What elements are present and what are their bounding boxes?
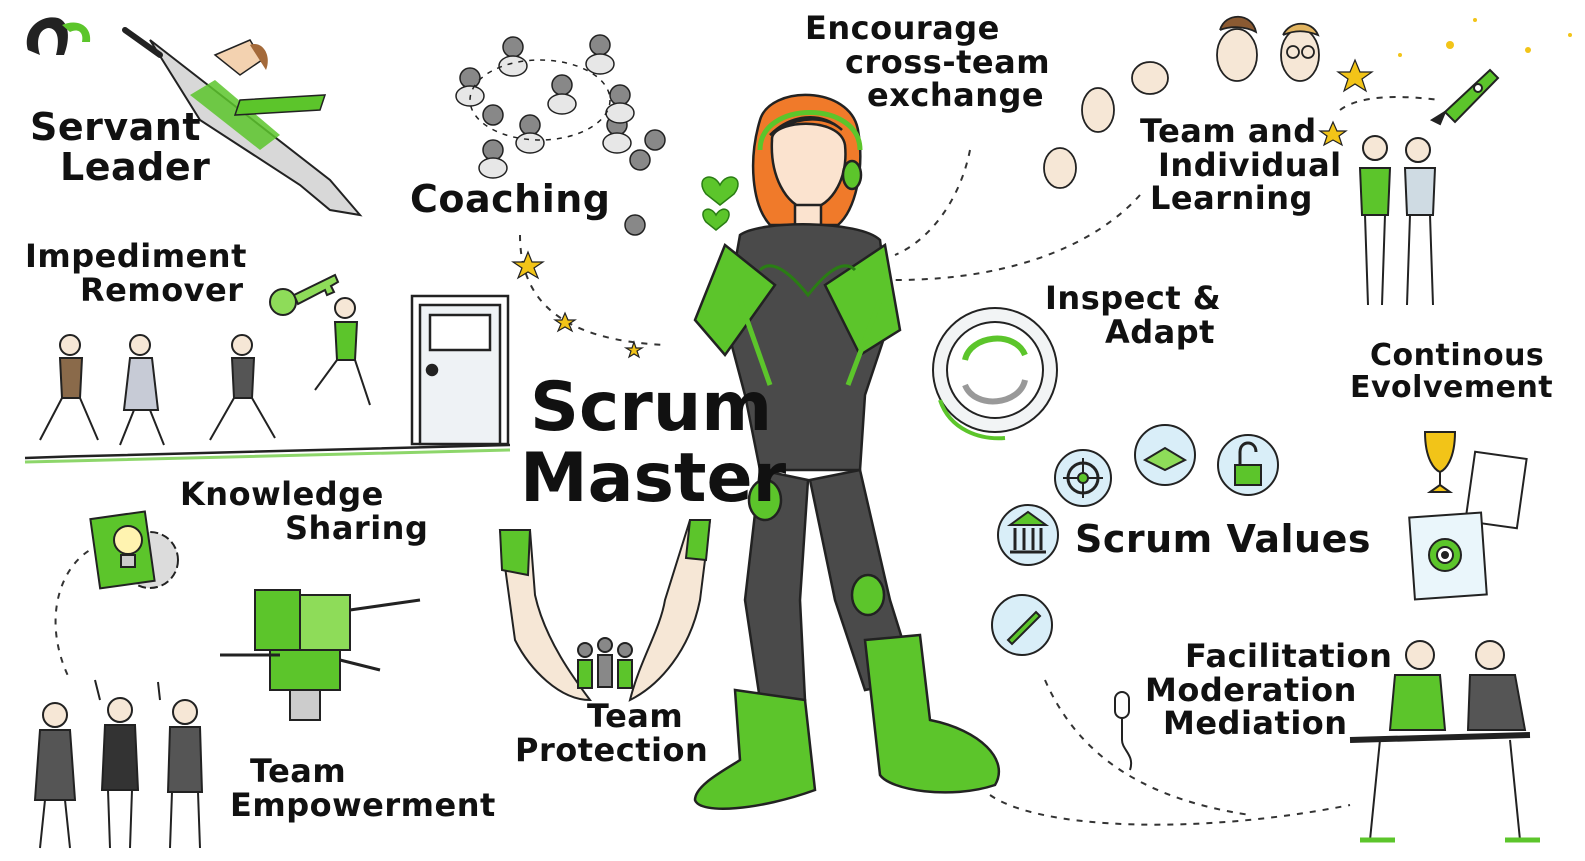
sparkle-icons: [1398, 18, 1572, 57]
target-icon: [1054, 449, 1112, 507]
bank-icon: [997, 504, 1059, 566]
label-team-empowerment: Team Empowerment: [230, 752, 496, 824]
rocket-badge-icon: [991, 594, 1053, 656]
scrum-master-figure: [693, 93, 1001, 810]
handshake-icon: [1134, 424, 1196, 486]
running-people-icon: [39, 297, 371, 446]
trophy-icon: [1408, 431, 1528, 601]
scrum-values-badges: [991, 424, 1279, 656]
coaching-group-icon: [455, 34, 666, 236]
label-scrum-values: Scrum Values: [1075, 517, 1371, 561]
label-servant-leader: Servant Leader: [30, 105, 211, 189]
label-continous-evolvement: Continous Evolvement: [1350, 338, 1554, 405]
label-title-scrum-master: Scrum Master: [520, 368, 787, 519]
star-icons: [511, 58, 1374, 359]
label-team-protection: Team Protection: [515, 697, 709, 769]
door-icon: [410, 294, 510, 446]
label-coaching: Coaching: [410, 177, 611, 221]
dashed-connectors: [54, 96, 1441, 826]
key-icon: [269, 273, 340, 316]
brand-logo-icon: [26, 17, 91, 55]
puzzle-hands-icon: [220, 589, 421, 721]
meeting-people-icon: [1349, 640, 1540, 843]
label-inspect-adapt: Inspect & Adapt: [1045, 279, 1222, 351]
heart-icon: [701, 176, 739, 231]
team-faces-icon: [1043, 15, 1320, 189]
ground-line: [24, 443, 511, 460]
rocket-icon: [1429, 68, 1500, 126]
lightbulb-gear-icon: [89, 510, 179, 590]
ground-line-accent: [24, 448, 511, 464]
protecting-hands-icon: [498, 519, 712, 702]
empowered-team-icon: [33, 679, 204, 849]
label-team-learning: Team and Individual Learning: [1140, 112, 1342, 218]
label-encourage-exchange: Encourage cross-team exchange: [805, 9, 1051, 115]
label-facilitation: Facilitation Moderation Mediation: [1145, 637, 1393, 743]
flying-hero-icon: [122, 27, 363, 217]
team-pair-icon: [1358, 135, 1437, 306]
cycle-arrows-icon: [932, 307, 1058, 441]
label-impediment-remover: Impediment Remover: [25, 237, 247, 309]
microphone-icon: [1114, 691, 1133, 771]
label-knowledge-sharing: Knowledge Sharing: [180, 475, 429, 547]
lock-icon: [1217, 434, 1279, 496]
